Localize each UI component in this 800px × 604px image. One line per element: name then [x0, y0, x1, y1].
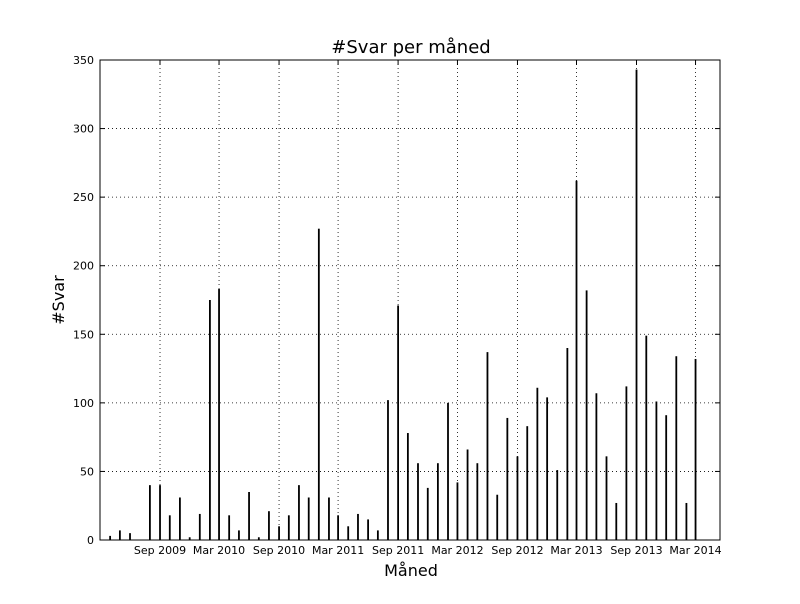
y-tick-label: 100 [73, 397, 94, 410]
bar [228, 515, 231, 540]
bar [655, 401, 658, 540]
bar [546, 397, 549, 540]
plot-frame [99, 59, 721, 541]
bar [129, 533, 131, 540]
bar [328, 497, 330, 540]
bar [298, 485, 300, 540]
bar [357, 513, 359, 540]
tick-layer: 0 50 100 150 200 250 300 350 Sep 2009 Mar 2010 Sep… [73, 54, 722, 557]
bar [347, 526, 350, 540]
bar [675, 356, 678, 540]
bar [486, 352, 489, 540]
bar [466, 449, 469, 540]
bar [268, 511, 270, 540]
bar [198, 513, 201, 540]
bar [685, 502, 688, 540]
y-tick-label: 350 [73, 54, 94, 67]
bar [109, 535, 112, 540]
bar [387, 400, 389, 540]
y-tick-label: 0 [87, 534, 94, 547]
bar [645, 335, 648, 540]
bar [337, 515, 339, 540]
bar [159, 485, 161, 540]
bar [496, 494, 499, 540]
bar [526, 426, 529, 540]
chart-title: #Svar per måned [331, 37, 490, 58]
y-axis-label: #Svar [49, 275, 68, 325]
bar [506, 417, 509, 540]
bar [238, 530, 240, 540]
bar [585, 290, 588, 540]
y-tick-label: 250 [73, 191, 94, 204]
bar [417, 463, 419, 540]
x-tick-label: Mar 2014 [669, 544, 721, 557]
x-tick-label: Sep 2010 [253, 544, 305, 557]
bar [397, 305, 399, 540]
bar [426, 487, 429, 540]
bar [179, 497, 181, 540]
bar [516, 456, 519, 540]
bar [447, 402, 449, 540]
x-tick-label: Mar 2012 [431, 544, 483, 557]
bar [367, 519, 369, 540]
x-tick-label: Sep 2009 [134, 544, 186, 557]
bar [188, 537, 191, 540]
x-tick-label: Mar 2011 [312, 544, 364, 557]
bar [168, 515, 171, 540]
bar [556, 470, 559, 540]
bar [625, 386, 628, 540]
bar [595, 393, 598, 540]
bar [436, 463, 439, 540]
bar [536, 387, 539, 540]
bar [209, 300, 211, 540]
bar [476, 463, 479, 540]
bar [665, 415, 668, 540]
bar [149, 485, 151, 540]
bar [278, 526, 280, 540]
bar [287, 515, 290, 540]
y-tick-label: 300 [73, 123, 94, 136]
bar [566, 348, 569, 540]
y-tick-label: 150 [73, 328, 94, 341]
bar [307, 497, 310, 540]
x-axis-label: Måned [384, 561, 438, 580]
bar [118, 530, 121, 540]
bar [218, 289, 220, 540]
bar-layer [109, 69, 697, 540]
bar [605, 456, 608, 540]
x-tick-label: Mar 2010 [193, 544, 245, 557]
x-tick-label: Sep 2011 [372, 544, 424, 557]
bar [694, 358, 697, 540]
bar [406, 433, 409, 540]
bar [635, 69, 638, 540]
bar [456, 482, 459, 540]
bar [615, 502, 618, 540]
y-tick-label: 50 [80, 465, 94, 478]
bar [248, 492, 250, 540]
bar [317, 228, 320, 540]
x-tick-label: Mar 2013 [550, 544, 602, 557]
bar [575, 180, 578, 540]
bar [376, 530, 379, 540]
y-tick-label: 200 [73, 260, 94, 273]
bar [257, 537, 260, 540]
x-tick-label: Sep 2012 [491, 544, 543, 557]
x-tick-label: Sep 2013 [610, 544, 662, 557]
